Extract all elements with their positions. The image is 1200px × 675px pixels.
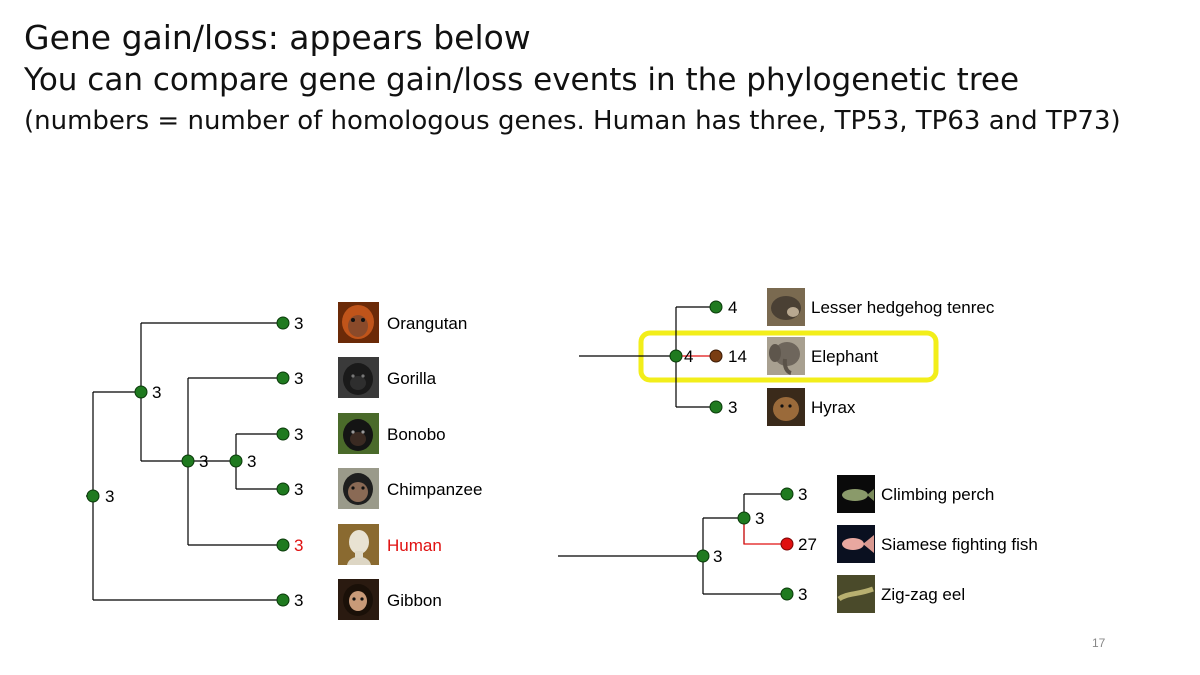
leaf-node (276, 593, 290, 607)
leaf-count: 3 (294, 314, 303, 333)
leaf-count: 3 (294, 480, 303, 499)
fighting-fish-gain-branch (743, 518, 787, 545)
primate-root-node (86, 489, 100, 503)
leaf-elephant: 14 Elephant (709, 337, 878, 375)
leaf-count: 3 (294, 591, 303, 610)
leaf-count: 3 (798, 485, 807, 504)
leaf-node (276, 316, 290, 330)
leaf-name-human: Human (387, 536, 442, 555)
leaf-climbing-perch: 3 Climbing perch (780, 475, 994, 513)
leaf-node (780, 587, 794, 601)
bonobo-photo (338, 413, 379, 454)
leaf-count: 3 (294, 425, 303, 444)
leaf-node (709, 300, 723, 314)
leaf-gibbon: 3 Gibbon (276, 579, 442, 620)
afrotheria-branches (579, 306, 716, 408)
fish-root-node (696, 549, 710, 563)
human-statue-photo (338, 524, 379, 565)
pan-node (229, 454, 243, 468)
tenrec-photo (767, 288, 805, 326)
leaf-name: Elephant (811, 347, 878, 366)
leaf-count: 3 (728, 398, 737, 417)
leaf-bonobo: 3 Bonobo (276, 413, 446, 454)
leaf-zig-zag-eel: 3 Zig-zag eel (780, 575, 965, 613)
leaf-name: Gibbon (387, 591, 442, 610)
leaf-name: Climbing perch (881, 485, 994, 504)
leaf-count: 3 (798, 585, 807, 604)
great-ape-node (134, 385, 148, 399)
slide-number: 17 (1092, 636, 1106, 650)
perch-photo (837, 475, 875, 513)
leaf-node-gain (780, 537, 794, 551)
eel-photo (837, 575, 875, 613)
african-ape-node (181, 454, 195, 468)
leaf-name: Zig-zag eel (881, 585, 965, 604)
great-ape-count: 3 (152, 383, 161, 402)
leaf-count-human: 3 (294, 536, 303, 555)
fighting-fish-photo (837, 525, 875, 563)
leaf-node (276, 538, 290, 552)
gibbon-photo (338, 579, 379, 620)
leaf-orangutan: 3 Orangutan (276, 302, 467, 343)
slide-subtitle: You can compare gene gain/loss events in… (24, 62, 1020, 98)
afrotheria-root-count: 4 (684, 347, 693, 366)
leaf-count: 14 (728, 347, 747, 366)
leaf-name: Lesser hedgehog tenrec (811, 298, 995, 317)
pan-count: 3 (247, 452, 256, 471)
leaf-name: Bonobo (387, 425, 446, 444)
leaf-node-gain (709, 349, 723, 363)
leaf-node (276, 371, 290, 385)
gorilla-photo (338, 357, 379, 398)
elephant-photo (767, 337, 805, 375)
leaf-count: 3 (294, 369, 303, 388)
leaf-hyrax: 3 Hyrax (709, 388, 856, 426)
hyrax-photo (767, 388, 805, 426)
fish-inner-node (737, 511, 751, 525)
leaf-node (780, 487, 794, 501)
slide-note: (numbers = number of homologous genes. H… (24, 106, 1121, 136)
african-ape-count: 3 (199, 452, 208, 471)
leaf-name: Orangutan (387, 314, 467, 333)
leaf-node (709, 400, 723, 414)
fish-inner-count: 3 (755, 509, 764, 528)
leaf-name: Siamese fighting fish (881, 535, 1038, 554)
slide-title: Gene gain/loss: appears below (24, 18, 531, 57)
leaf-human: 3 Human (276, 524, 442, 565)
leaf-count: 27 (798, 535, 817, 554)
leaf-tenrec: 4 Lesser hedgehog tenrec (709, 288, 995, 326)
leaf-siamese-fighting-fish: 27 Siamese fighting fish (780, 525, 1038, 563)
leaf-name: Gorilla (387, 369, 437, 388)
leaf-name: Hyrax (811, 398, 856, 417)
primate-nodes: 3 3 3 3 (86, 383, 256, 506)
primate-root-count: 3 (105, 487, 114, 506)
leaf-node (276, 427, 290, 441)
leaf-gorilla: 3 Gorilla (276, 357, 437, 398)
leaf-count: 4 (728, 298, 737, 317)
chimpanzee-photo (338, 468, 379, 509)
fish-root-count: 3 (713, 547, 722, 566)
afrotheria-root-node (669, 349, 683, 363)
leaf-name: Chimpanzee (387, 480, 482, 499)
leaf-chimpanzee: 3 Chimpanzee (276, 468, 482, 509)
leaf-node (276, 482, 290, 496)
orangutan-photo (338, 302, 379, 343)
